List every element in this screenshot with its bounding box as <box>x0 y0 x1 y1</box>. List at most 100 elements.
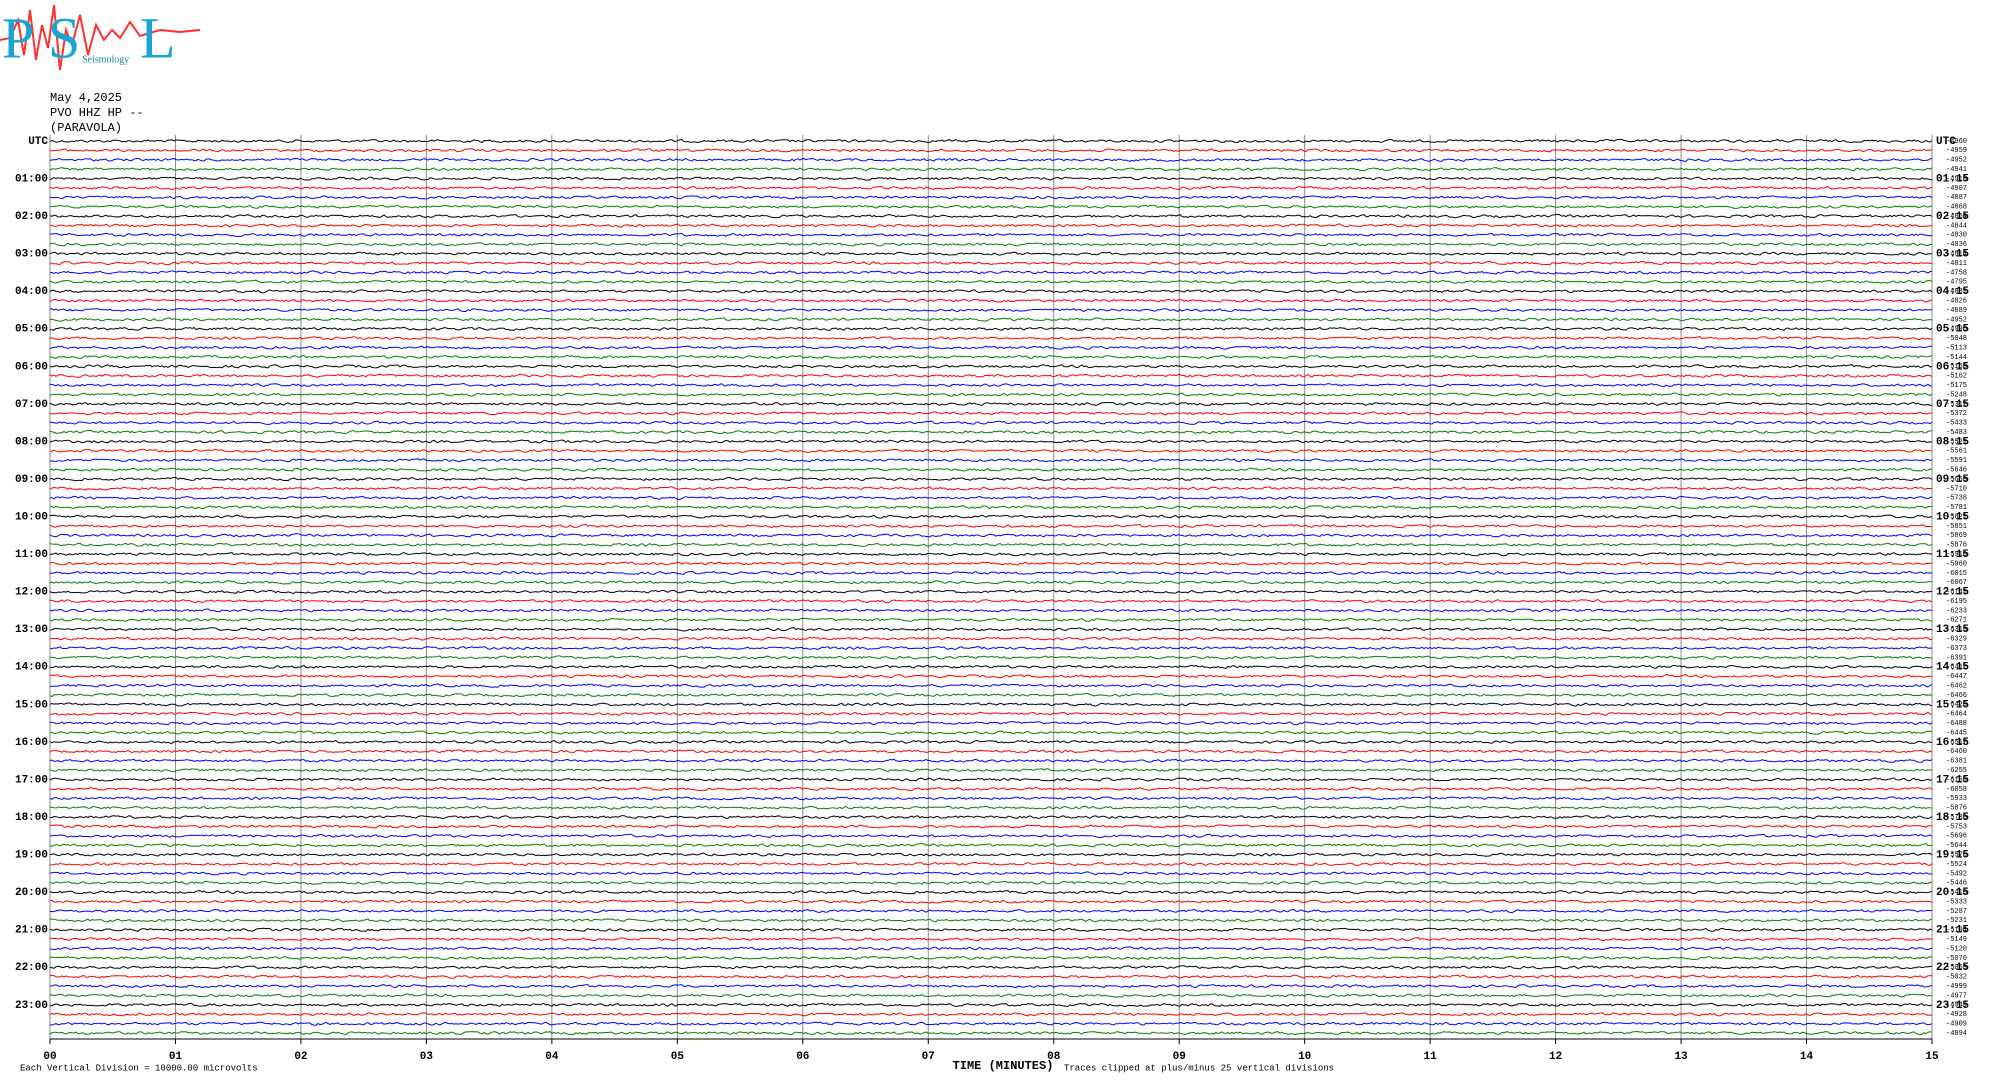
trace-offset: -5048 <box>1946 335 1967 343</box>
trace <box>49 692 1933 698</box>
x-tick-label: 02 <box>294 1051 307 1063</box>
row-time-left: 09:00 <box>15 474 48 486</box>
grid <box>49 135 1933 1045</box>
trace-offset: -4941 <box>1946 166 1967 174</box>
trace-offset: -4977 <box>1946 992 1967 1000</box>
trace-offset: -4907 <box>1946 185 1967 193</box>
x-tick-label: 05 <box>671 1051 685 1063</box>
row-time-left: 06:00 <box>15 361 48 373</box>
trace-offset: -6466 <box>1946 692 1967 700</box>
trace-offset: -6329 <box>1946 636 1967 644</box>
trace <box>50 1002 1933 1008</box>
trace-offset: -5644 <box>1946 842 1967 850</box>
trace-offset: -5960 <box>1946 560 1967 568</box>
trace-offset: -6313 <box>1946 626 1967 634</box>
row-time-right: 20:15 <box>1936 887 1969 899</box>
trace <box>49 721 1933 726</box>
trace <box>49 937 1933 942</box>
trace <box>49 411 1933 416</box>
trace <box>49 561 1933 566</box>
trace-offset: -5738 <box>1946 495 1967 503</box>
trace <box>49 627 1933 632</box>
trace <box>49 1030 1933 1036</box>
trace <box>49 617 1933 622</box>
logo-letter: L <box>140 5 175 70</box>
row-time-left: 12:00 <box>15 587 48 599</box>
trace <box>49 636 1933 641</box>
trace-offset: -5933 <box>1946 795 1967 803</box>
trace <box>50 495 1933 501</box>
trace <box>49 777 1933 782</box>
scale-note: Each Vertical Division = 10000.00 microv… <box>20 1063 258 1073</box>
row-time-left: 17:00 <box>15 774 48 786</box>
row-time-left: 01:00 <box>15 173 48 185</box>
trace <box>49 908 1933 914</box>
row-time-right: 17:15 <box>1936 774 1969 786</box>
trace-offset: -6460 <box>1946 748 1967 756</box>
trace <box>50 195 1933 200</box>
trace <box>49 167 1933 172</box>
trace <box>49 711 1933 716</box>
trace-offset: -5372 <box>1946 410 1967 418</box>
trace-offset: -5668 <box>1946 476 1967 484</box>
trace-offset: -6462 <box>1946 682 1967 690</box>
trace <box>49 918 1933 923</box>
trace-offset: -5753 <box>1946 823 1967 831</box>
row-time-right: 13:15 <box>1936 624 1969 636</box>
trace-offset: -5070 <box>1946 955 1967 963</box>
trace-offset: -5646 <box>1946 466 1967 474</box>
trace <box>49 467 1933 472</box>
station: PVO HHZ HP -- <box>50 106 144 120</box>
trace-offset: -6015 <box>1946 570 1967 578</box>
trace-offset: -5483 <box>1946 429 1967 437</box>
trace-offset: -6058 <box>1946 786 1967 794</box>
trace-offset: -4894 <box>1946 1030 1967 1038</box>
row-time-right: 03:15 <box>1936 249 1969 261</box>
logo: P S L Seismology <box>0 4 201 70</box>
trace-offset: -4844 <box>1946 222 1967 230</box>
trace <box>49 889 1933 895</box>
trace-offset: -5492 <box>1946 870 1967 878</box>
trace-offset: -5144 <box>1946 354 1967 362</box>
row-time-right: 01:15 <box>1936 173 1969 185</box>
row-time-left: 19:00 <box>15 850 48 862</box>
x-tick-label: 09 <box>1173 1051 1186 1063</box>
trace-offset: -5591 <box>1946 457 1967 465</box>
trace <box>49 523 1933 529</box>
trace <box>49 589 1933 594</box>
row-time-right: 19:15 <box>1936 850 1969 862</box>
row-time-left: 15:00 <box>15 699 48 711</box>
trace <box>49 336 1933 341</box>
trace-offset: -4811 <box>1946 260 1967 268</box>
trace <box>49 279 1933 284</box>
trace-offset: -5063 <box>1946 964 1967 972</box>
trace-offset: -4864 <box>1946 213 1967 221</box>
row-time-left: 20:00 <box>15 887 48 899</box>
trace-offset: -5524 <box>1946 861 1967 869</box>
trace-offset: -4949 <box>1946 1002 1967 1010</box>
trace-offset: -6391 <box>1946 654 1967 662</box>
trace <box>49 683 1933 688</box>
row-time-right: 07:15 <box>1936 399 1969 411</box>
trace <box>49 768 1932 773</box>
trace-offset: -5696 <box>1946 833 1967 841</box>
trace-offset: -4952 <box>1946 316 1967 324</box>
trace-offset: -4881 <box>1946 288 1967 296</box>
trace <box>49 702 1933 707</box>
trace <box>49 148 1933 153</box>
row-time-right: 08:15 <box>1936 436 1969 448</box>
trace <box>49 476 1933 482</box>
trace <box>49 570 1933 576</box>
trace <box>49 533 1933 538</box>
trace <box>49 401 1933 406</box>
trace-offset: -5916 <box>1946 551 1967 559</box>
row-time-right: 05:15 <box>1936 324 1969 336</box>
trace <box>49 505 1933 510</box>
traces <box>49 138 1933 1036</box>
trace-offset: -4868 <box>1946 204 1967 212</box>
trace <box>49 974 1933 979</box>
trace <box>49 758 1933 763</box>
trace <box>49 965 1933 970</box>
